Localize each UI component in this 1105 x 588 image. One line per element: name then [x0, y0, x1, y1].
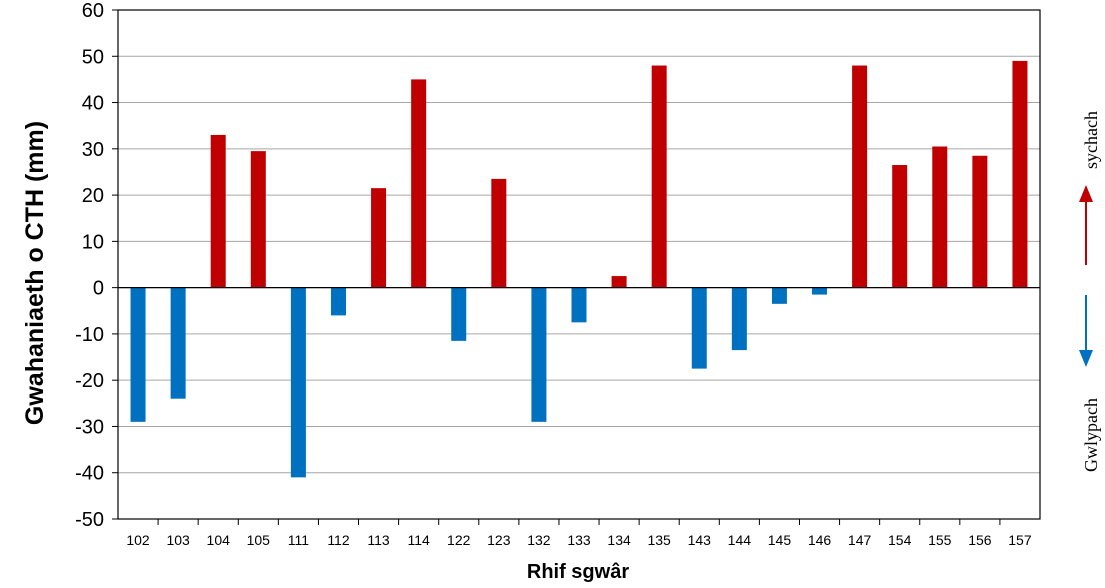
x-axis-ticks: 102 103 104 105 111 112 113 114 122 123 132 133 134 1… — [126, 519, 1032, 548]
y-tick-label: 50 — [82, 46, 104, 68]
bar-157 — [1012, 60, 1028, 288]
x-tick-label: 147 — [848, 532, 872, 548]
bar-122 — [451, 287, 467, 341]
x-tick-label: 104 — [207, 532, 231, 548]
x-axis-title: Rhif sgwâr — [527, 561, 629, 583]
bar-144 — [731, 287, 747, 351]
bar-156 — [972, 155, 988, 288]
bar-143 — [691, 287, 707, 369]
y-tick-label: 60 — [82, 0, 104, 22]
x-tick-label: 154 — [888, 532, 912, 548]
bar-114 — [411, 79, 427, 288]
bar-112 — [330, 287, 346, 316]
y-tick-label: 40 — [82, 93, 104, 115]
x-tick-label: 111 — [288, 532, 309, 548]
bar-113 — [371, 188, 387, 288]
x-tick-label: 123 — [487, 532, 511, 548]
bar-103 — [170, 287, 186, 399]
bar-104 — [210, 134, 226, 288]
drier-label: sychach — [1081, 111, 1101, 169]
x-tick-label: 143 — [688, 532, 712, 548]
bar-155 — [932, 146, 948, 288]
y-axis-title: Gwahaniaeth o CTH (mm) — [21, 121, 49, 425]
bar-133 — [571, 287, 587, 323]
bar-111 — [290, 287, 306, 478]
bar-154 — [892, 165, 908, 288]
up-arrow-icon — [1079, 185, 1093, 265]
bar-146 — [812, 287, 828, 295]
x-tick-label: 132 — [527, 532, 551, 548]
x-tick-label: 105 — [247, 532, 271, 548]
y-tick-label: -20 — [75, 370, 104, 392]
y-tick-label: -30 — [75, 416, 104, 438]
bar-145 — [771, 287, 787, 304]
y-tick-label: -10 — [75, 324, 104, 346]
plot-area-frame — [117, 9, 1041, 520]
down-arrow-icon — [1079, 295, 1093, 367]
x-tick-label: 144 — [728, 532, 752, 548]
bar-102 — [130, 287, 146, 422]
y-tick-label: -50 — [75, 509, 104, 531]
x-tick-label: 156 — [968, 532, 992, 548]
x-tick-label: 135 — [647, 532, 671, 548]
y-tick-label: 30 — [82, 139, 104, 161]
x-tick-label: 157 — [1008, 532, 1032, 548]
x-tick-label: 155 — [928, 532, 952, 548]
x-tick-label: 133 — [567, 532, 591, 548]
x-tick-label: 113 — [367, 532, 390, 548]
bar-123 — [491, 178, 507, 288]
bar-135 — [651, 65, 667, 288]
bar-134 — [611, 276, 627, 288]
y-tick-label: -40 — [75, 463, 104, 485]
x-tick-label: 145 — [768, 532, 792, 548]
wetter-label: Gwlypach — [1081, 398, 1101, 472]
bar-132 — [531, 287, 547, 422]
x-tick-label: 112 — [327, 532, 350, 548]
x-tick-label: 146 — [808, 532, 832, 548]
y-axis-ticks: 60 50 40 30 20 10 0 -10 -20 -30 -40 -50 — [75, 0, 118, 531]
y-tick-label: 0 — [93, 278, 104, 300]
bar-147 — [852, 65, 868, 288]
y-tick-label: 20 — [82, 185, 104, 207]
y-tick-label: 10 — [82, 231, 104, 253]
bar-105 — [250, 151, 266, 288]
bar-series — [130, 60, 1028, 478]
x-tick-label: 122 — [447, 532, 471, 548]
x-tick-label: 134 — [607, 532, 631, 548]
x-tick-label: 114 — [407, 532, 430, 548]
x-tick-label: 103 — [166, 532, 190, 548]
x-tick-label: 102 — [126, 532, 150, 548]
